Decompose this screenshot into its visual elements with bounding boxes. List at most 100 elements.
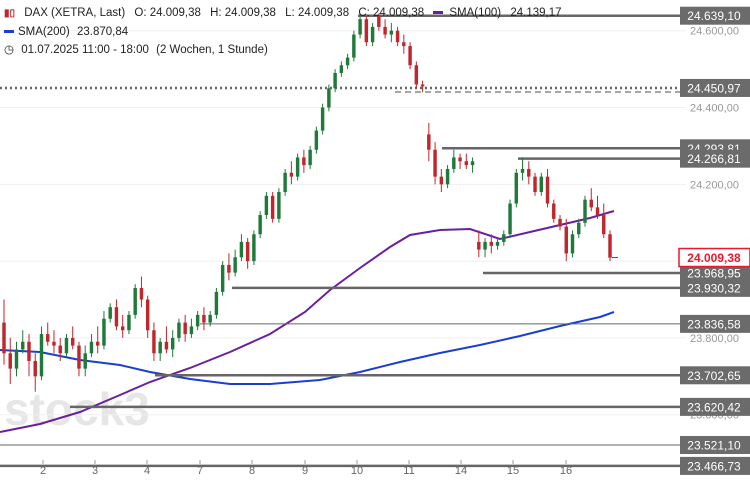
price-level-label: 23.620,42: [687, 400, 741, 414]
candle-body: [533, 176, 537, 192]
candle-body: [102, 318, 106, 346]
price-level-label: 23.702,65: [687, 369, 741, 383]
candle-body: [502, 234, 506, 242]
candle-body: [308, 149, 312, 166]
candle-body: [464, 161, 469, 166]
x-tick-label: 8: [249, 465, 255, 477]
candle-body: [58, 345, 62, 354]
candle-body: [345, 57, 350, 66]
candle-body: [52, 341, 56, 346]
x-tick-label: 10: [351, 465, 363, 477]
candle-body: [283, 172, 287, 192]
x-tick-label: 2: [40, 465, 46, 477]
candle-body: [564, 226, 568, 254]
y-tick-label: 24.200,00: [690, 179, 739, 191]
legend-row-sma200: SMA(200) 23.870,84: [4, 23, 568, 41]
y-tick-label: 23.800,00: [690, 333, 739, 345]
last-price-label: 24.009,38: [687, 251, 741, 265]
candle-body: [595, 207, 600, 216]
candle-body: [46, 334, 50, 342]
candle-body: [452, 157, 456, 169]
candle-body: [195, 314, 200, 327]
x-tick-label: 9: [302, 465, 308, 477]
price-level-tag: [680, 78, 750, 97]
candle-body: [570, 234, 575, 254]
price-level-tag: [680, 278, 750, 297]
candle-body: [327, 88, 331, 108]
candle-body: [445, 168, 450, 185]
candle-body: [302, 157, 306, 166]
candle-body: [583, 199, 587, 223]
candle-body: [277, 192, 281, 219]
y-tick-label: 24.600,00: [690, 26, 739, 38]
x-tick-label: 3: [92, 465, 98, 477]
candle-body: [295, 157, 300, 177]
candle-body: [552, 203, 556, 219]
candle-body: [8, 353, 12, 369]
x-tick-label: 14: [455, 465, 467, 477]
candle-body: [514, 172, 519, 204]
candle-body: [127, 314, 131, 331]
candle-body: [83, 353, 87, 369]
candle-body: [27, 341, 31, 361]
candle-body: [370, 26, 375, 43]
sma100-label: SMA(100): [449, 7, 502, 19]
candle-body: [508, 203, 512, 235]
candle-body: [71, 337, 75, 346]
candle-body: [114, 307, 119, 327]
candle-body: [420, 84, 425, 87]
candle-body: [95, 341, 100, 346]
candle-body: [483, 241, 487, 250]
low-value: L: 24.009,38: [285, 7, 350, 19]
sma200-label: SMA(200): [18, 26, 70, 38]
sma100-swatch: [433, 11, 444, 15]
candle-body: [439, 176, 444, 185]
chart-legend: ▮▯ DAX (XETRA, Last) O: 24.009,38 H: 24.…: [4, 4, 568, 59]
price-level-label: 23.930,32: [687, 281, 741, 295]
candle-body: [133, 288, 137, 315]
candle-body: [64, 337, 69, 354]
candle-body: [333, 72, 337, 89]
candle-body: [539, 176, 543, 192]
candle-body: [170, 337, 175, 350]
sma100-line: [0, 210, 615, 433]
price-level-tag: [680, 456, 750, 475]
sma100-value: 24.139,17: [510, 7, 562, 19]
candle-body: [120, 326, 125, 331]
candle-body: [108, 307, 112, 319]
price-level-label: 24.450,97: [687, 81, 741, 95]
candle-body: [458, 157, 462, 162]
candle-body: [14, 349, 19, 369]
candle-body: [177, 322, 181, 338]
candle-body: [433, 149, 437, 177]
sma200-swatch: [4, 30, 14, 34]
candle-body: [245, 241, 250, 262]
candle-body: [289, 172, 294, 177]
last-price-tag: [678, 247, 750, 268]
clock-icon: ◷: [4, 44, 15, 56]
sma200-value: 23.870,84: [76, 26, 129, 38]
y-tick-label: 24.400,00: [690, 103, 739, 115]
candle-body: [270, 195, 275, 219]
price-level-label: 23.968,95: [687, 267, 741, 281]
candle-body: [414, 65, 419, 85]
candle-body: [202, 314, 206, 323]
price-level-tag: [680, 314, 750, 333]
candle-body: [402, 42, 406, 47]
candle-body: [589, 199, 593, 208]
price-level-tag: [680, 366, 750, 385]
candle-body: [364, 19, 369, 43]
price-level-tag: [680, 436, 750, 455]
candle-body: [358, 19, 362, 35]
open-value: O: 24.009,38: [134, 7, 201, 19]
candle-body: [339, 65, 344, 73]
price-level-label: 24.266,81: [687, 152, 741, 166]
candle-body: [258, 215, 262, 235]
candle-body: [227, 264, 231, 273]
candle-body: [395, 30, 400, 43]
candle-body: [520, 168, 525, 173]
candle-body: [383, 26, 387, 35]
x-tick-label: 11: [403, 465, 414, 477]
